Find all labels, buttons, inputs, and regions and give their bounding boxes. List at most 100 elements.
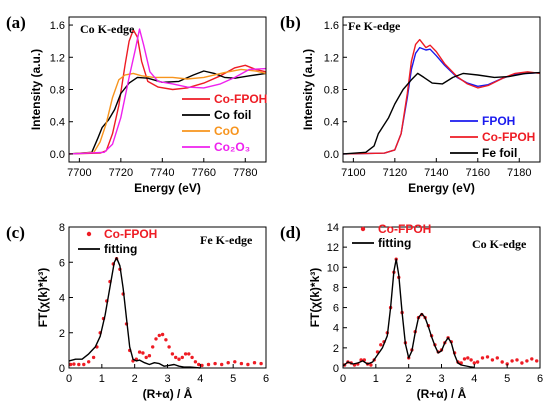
data-point [137,350,142,354]
series-line-1 [342,38,541,155]
legend-label: fitting [104,242,137,256]
y-tick-label: 0.4 [50,117,65,129]
y-tick-label: 2 [333,343,339,355]
panel-1: 7100 7120 7140 7160 7180 0.0 0.4 0.8 1.2 1.6 Energ… [280,13,541,195]
x-tick-label: 7720 [109,167,133,179]
data-point [515,358,519,362]
data-point [379,343,383,347]
data-point [259,361,263,366]
data-point [160,332,165,337]
series-line-0 [68,29,267,155]
y-tick-label: 0 [333,363,339,375]
y-tick-label: 8 [333,282,339,294]
x-tick-label: 1 [99,373,105,385]
x-tick-label: 6 [263,373,269,385]
data-point [187,352,191,356]
data-point [72,362,76,366]
y-tick-label: 4 [59,293,65,305]
edge-annotation: Co K-edge [472,237,527,251]
x-tick-label: 7160 [466,167,490,179]
x-tick-label: 4 [471,373,477,385]
legend-label: Co-FPOH [482,130,535,144]
y-tick-label: 1.2 [50,52,65,64]
edge-annotation: Co K-edge [80,22,135,36]
edge-annotation: Fe K-edge [348,19,401,33]
data-point [466,356,470,360]
data-point [77,362,81,367]
legend-label: FPOH [482,114,515,128]
legend-swatch [86,231,92,237]
x-tick-label: 7100 [341,167,365,179]
panel-2: 0 1 2 3 4 5 6 0 2 4 6 8 (R+α) / Å FT(χ(k)*k³) (c) Fe K-… [6,222,269,401]
y-axis-label: Intensity (a.u.) [301,49,315,130]
data-point [220,362,224,367]
legend-label: CoO [214,124,239,138]
x-axis-label: (R+α) / Å [143,386,193,401]
data-point [469,358,473,362]
legend-label: fitting [378,236,411,250]
data-point [170,352,175,356]
data-point [369,363,373,367]
y-axis-label: Intensity (a.u.) [29,49,43,130]
legend-label: Fe foil [482,146,517,160]
legend-label: Co-FPOH [378,222,431,236]
data-point [177,357,181,361]
data-point [239,361,244,366]
data-point [190,355,194,360]
data-point [530,357,534,361]
x-tick-label: 7140 [424,167,448,179]
data-point [174,355,178,360]
y-tick-label: 10 [327,262,339,274]
x-tick-label: 0 [340,373,346,385]
y-tick-label: 1.2 [324,52,339,64]
data-point [525,359,529,363]
edge-annotation: Fe K-edge [200,233,253,247]
x-tick-label: 7120 [383,167,407,179]
data-point [82,362,86,367]
data-point [510,359,514,363]
x-tick-label: 7780 [233,167,257,179]
y-tick-label: 1.6 [50,20,65,32]
x-tick-label: 4 [197,373,203,385]
data-point [91,355,96,360]
x-tick-label: 6 [537,373,543,385]
series-line-3 [68,28,267,155]
y-axis-label: FT(χ(k)*k³) [36,268,50,328]
data-point [151,345,155,349]
y-tick-label: 4 [333,323,339,335]
data-point [213,361,217,366]
legend-label: Co-FPOH [104,227,157,241]
x-tick-label: 7740 [150,167,174,179]
data-point [183,352,188,356]
x-tick-label: 2 [132,373,138,385]
series-line-1 [68,70,267,155]
panel-label: (b) [280,13,301,32]
x-tick-label: 3 [438,373,444,385]
data-point [495,356,499,360]
data-point [68,362,73,367]
data-point [164,338,168,342]
x-tick-label: 5 [504,373,510,385]
data-point [206,362,211,367]
x-tick-label: 7760 [192,167,216,179]
data-point [226,361,230,365]
x-tick-label: 5 [230,373,236,385]
y-tick-label: 0.8 [50,85,65,97]
data-point [475,360,480,364]
data-point [233,360,237,364]
y-tick-label: 12 [327,242,339,254]
data-point [472,361,476,365]
legend-label: Co₂O₃ [214,140,250,154]
legend-label: Co foil [214,108,251,122]
panel-label: (d) [280,223,301,242]
y-tick-label: 0.0 [324,149,339,161]
data-point [200,363,204,368]
data-point [490,358,495,362]
panel-label: (c) [6,223,25,242]
series-line-1 [342,258,475,369]
y-tick-label: 1.6 [324,20,339,32]
data-point [462,357,467,361]
panel-0: 7700 7720 7740 7760 7780 0.0 0.4 0.8 1.2 1.6 Energ… [6,13,267,195]
data-point [180,355,184,360]
